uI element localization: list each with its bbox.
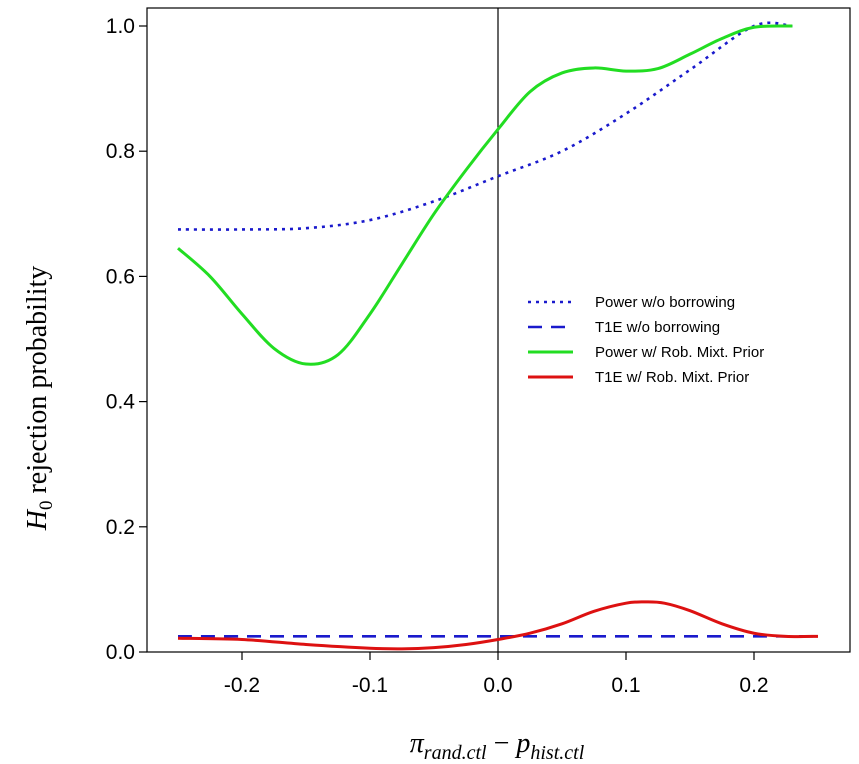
legend-label-t1e-w-o-borrowing: T1E w/o borrowing [595, 319, 720, 336]
y-axis-label: H0 rejection probability [22, 266, 57, 532]
x-axis-label: πrand.ctl − phist.ctl [410, 728, 585, 764]
y-tick-label: 0.4 [106, 391, 136, 414]
x-label-p: p [514, 728, 530, 759]
y-label-h: H [22, 508, 53, 531]
axis-ticks: -0.2 -0.1 0.0 0.1 0.2 0.0 0.2 0.4 0.6 0.8 1.0 [106, 15, 769, 697]
legend-label-t1e-w-rob-mixt-prior: T1E w/ Rob. Mixt. Prior [595, 369, 749, 386]
x-label-p-sub: hist.ctl [530, 742, 584, 764]
x-label-minus: − [487, 728, 517, 759]
legend-label-power-w-rob-mixt-prior: Power w/ Rob. Mixt. Prior [595, 344, 764, 361]
y-label-sub: 0 [36, 501, 57, 511]
plot-area [146, 7, 851, 653]
y-tick-label: 0.8 [106, 140, 135, 163]
y-tick-label: 0.6 [106, 265, 135, 288]
y-tick-label: 1.0 [106, 15, 135, 38]
legend: Power w/o borrowing T1E w/o borrowing Powe… [528, 294, 764, 386]
x-tick-label: -0.1 [352, 674, 388, 697]
series-lines [177, 21, 819, 651]
x-tick-label: 0.1 [611, 674, 640, 697]
y-label-rest: rejection probability [22, 266, 53, 501]
x-tick-label: -0.2 [224, 674, 260, 697]
series-power-w-rob-mixt-prior [177, 24, 793, 366]
x-tick-label: 0.2 [739, 674, 768, 697]
series-power-w-o-borrowing [177, 21, 793, 231]
x-tick-label: 0.0 [483, 674, 512, 697]
y-tick-label: 0.0 [106, 641, 135, 664]
x-label-pi-sub: rand.ctl [424, 742, 487, 764]
y-tick-label: 0.2 [106, 516, 135, 539]
legend-label-power-w-o-borrowing: Power w/o borrowing [595, 294, 735, 311]
x-label-pi: π [410, 728, 425, 759]
series-t1e-w-rob-mixt-prior [177, 600, 819, 651]
